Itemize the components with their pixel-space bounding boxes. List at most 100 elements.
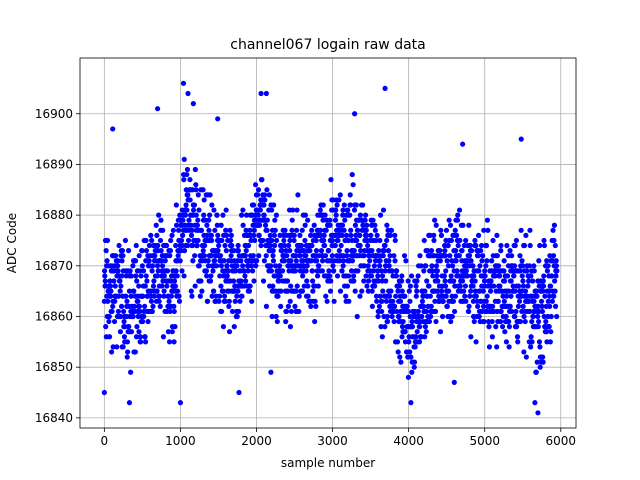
data-point: [419, 313, 425, 320]
data-point: [305, 293, 311, 299]
data-point: [411, 359, 418, 365]
y-axis: 16840 16850 16860 16870 16880 16890 16900: [35, 107, 80, 425]
data-point: [149, 308, 155, 315]
data-point: [245, 263, 251, 269]
data-point: [396, 313, 402, 320]
data-point: [330, 263, 336, 269]
data-point: [432, 308, 439, 315]
data-point: [528, 344, 534, 350]
data-point: [136, 283, 142, 289]
data-point: [270, 258, 277, 264]
data-point: [546, 288, 552, 294]
data-point: [344, 253, 350, 259]
data-point: [314, 258, 320, 264]
data-point: [406, 334, 412, 340]
data-point: [376, 303, 383, 309]
data-point: [403, 258, 409, 264]
data-point: [283, 308, 290, 315]
data-point: [352, 288, 358, 294]
data-point: [336, 248, 342, 254]
data-point: [426, 318, 433, 325]
data-point: [201, 253, 208, 259]
data-point: [392, 258, 398, 264]
data-point: [146, 258, 152, 264]
data-point: [309, 227, 315, 233]
data-point: [399, 273, 405, 279]
data-point: [328, 278, 334, 284]
data-point: [424, 278, 430, 284]
data-point: [438, 227, 444, 233]
data-point: [476, 268, 482, 274]
data-point: [307, 232, 314, 238]
data-point: [445, 242, 451, 249]
data-point: [521, 242, 528, 249]
data-point: [212, 227, 218, 233]
data-point: [184, 166, 191, 173]
x-tick-label: 6000: [546, 434, 577, 448]
data-point: [142, 339, 149, 345]
data-point: [216, 242, 222, 249]
data-point: [187, 177, 193, 183]
data-point: [247, 227, 253, 233]
data-point: [468, 258, 474, 264]
data-point: [259, 177, 265, 183]
data-point: [302, 212, 308, 218]
data-point: [433, 318, 439, 325]
data-point: [229, 308, 236, 315]
data-point: [171, 303, 177, 309]
data-point: [544, 258, 550, 264]
data-point: [387, 232, 393, 238]
data-point: [537, 242, 543, 249]
data-point: [394, 268, 400, 274]
data-point: [204, 222, 210, 228]
data-point: [188, 232, 195, 238]
data-point: [524, 268, 530, 274]
data-point: [377, 293, 383, 299]
data-point: [139, 263, 145, 269]
data-point: [384, 237, 390, 244]
data-point: [104, 258, 110, 264]
data-point: [313, 303, 319, 309]
data-point: [228, 237, 234, 244]
data-point: [478, 248, 484, 254]
data-point: [297, 232, 303, 238]
data-point: [215, 248, 221, 254]
data-point: [551, 237, 557, 244]
data-point: [399, 324, 406, 330]
data-point: [104, 237, 111, 244]
data-point: [351, 248, 357, 254]
data-point: [487, 288, 494, 294]
data-point: [313, 237, 319, 244]
data-point: [413, 334, 419, 340]
data-point: [542, 293, 548, 299]
data-point: [118, 313, 124, 320]
data-point: [305, 217, 311, 223]
data-point: [536, 258, 542, 264]
data-point: [468, 288, 474, 294]
data-point: [167, 248, 174, 254]
data-point: [502, 278, 508, 284]
data-point: [228, 258, 234, 264]
data-point: [380, 207, 387, 213]
data-point: [281, 237, 287, 244]
data-point: [486, 344, 493, 350]
data-point: [277, 232, 283, 238]
data-point: [155, 268, 161, 274]
data-point: [329, 253, 335, 259]
data-point: [273, 313, 279, 320]
data-point: [387, 253, 393, 259]
data-point: [428, 303, 434, 309]
data-point: [445, 263, 452, 269]
data-point: [423, 263, 429, 269]
data-point: [498, 308, 504, 315]
data-point: [233, 268, 239, 274]
data-point: [174, 288, 181, 294]
data-point: [406, 339, 412, 345]
data-point: [541, 242, 548, 249]
data-point: [161, 273, 167, 279]
data-point: [209, 293, 215, 299]
data-point: [369, 288, 375, 294]
data-point: [432, 298, 438, 304]
data-point: [196, 263, 202, 269]
data-point: [377, 258, 383, 264]
